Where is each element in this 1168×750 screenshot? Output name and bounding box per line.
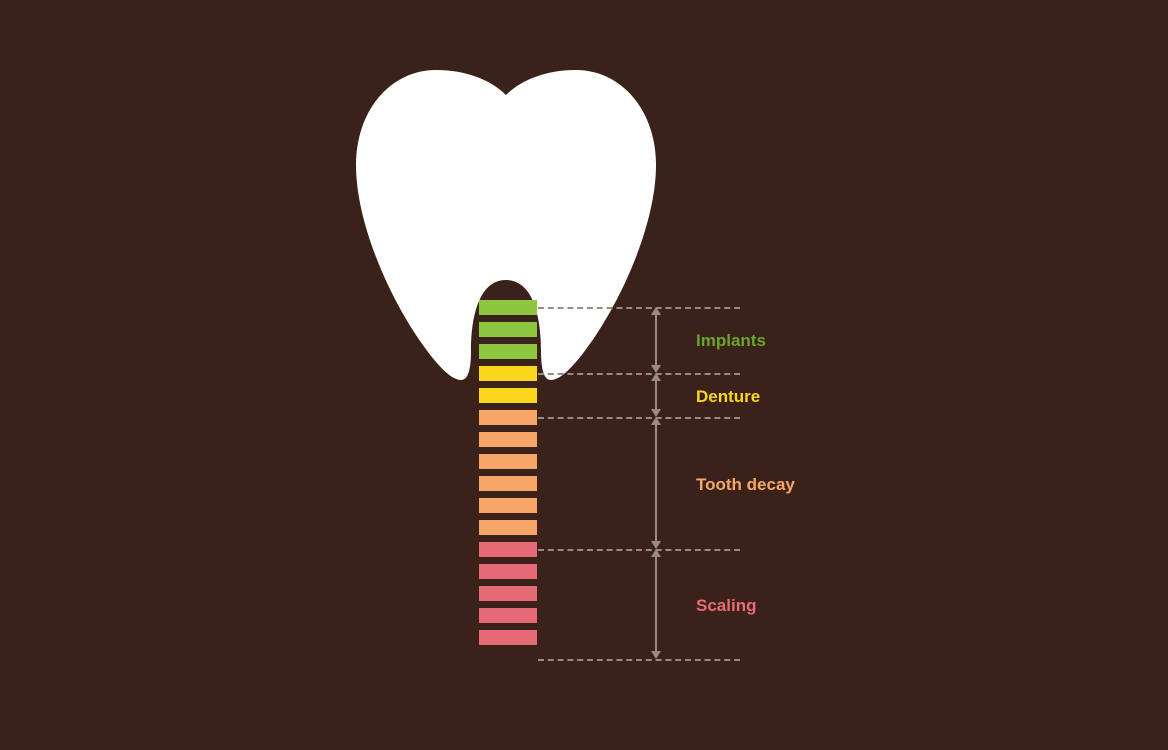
bar-segment: [479, 608, 537, 623]
guide-line: [538, 373, 740, 375]
range-arrow: [655, 423, 657, 543]
infographic-container: Implants Denture Tooth decay Scaling: [0, 0, 1168, 750]
bar-segment: [479, 542, 537, 557]
bar-segment: [479, 476, 537, 491]
bar-segment: [479, 630, 537, 645]
bar-segment: [479, 586, 537, 601]
bar-segment: [479, 344, 537, 359]
bar-segment: [479, 454, 537, 469]
range-arrow: [655, 379, 657, 411]
category-label: Denture: [696, 387, 760, 407]
bar-segment: [479, 564, 537, 579]
bar-segment: [479, 388, 537, 403]
bar-segment: [479, 432, 537, 447]
bar-segment: [479, 322, 537, 337]
bar-segment: [479, 410, 537, 425]
guide-line: [538, 307, 740, 309]
guide-line: [538, 417, 740, 419]
category-label: Implants: [696, 331, 766, 351]
bar-segment: [479, 520, 537, 535]
range-arrow: [655, 313, 657, 367]
guide-line: [538, 659, 740, 661]
bar-segment: [479, 300, 537, 315]
bar-segment: [479, 366, 537, 381]
range-arrow: [655, 555, 657, 653]
bar-segment: [479, 498, 537, 513]
category-label: Scaling: [696, 596, 756, 616]
bar-stack: [479, 300, 537, 645]
category-label: Tooth decay: [696, 475, 795, 495]
guide-line: [538, 549, 740, 551]
